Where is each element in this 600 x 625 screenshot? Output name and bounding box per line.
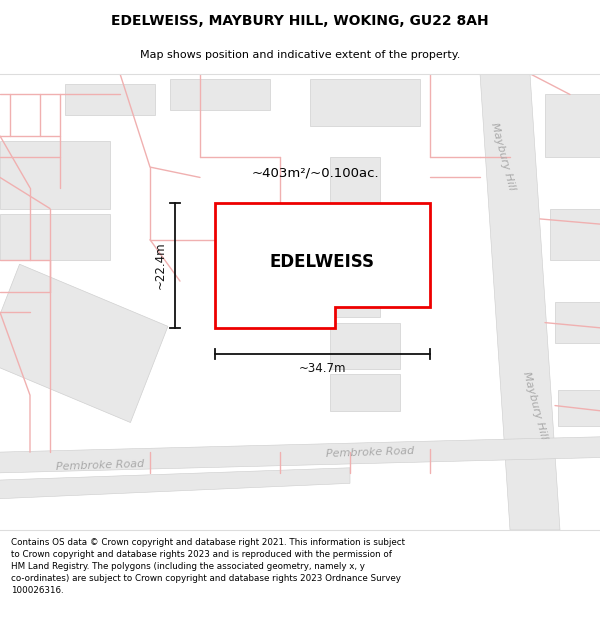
Polygon shape — [0, 468, 350, 499]
Text: ~34.7m: ~34.7m — [299, 362, 346, 375]
Text: Pembroke Road: Pembroke Road — [326, 446, 415, 459]
Polygon shape — [0, 141, 110, 209]
Polygon shape — [480, 74, 560, 530]
Text: Maybury Hill: Maybury Hill — [521, 371, 549, 441]
Text: Map shows position and indicative extent of the property.: Map shows position and indicative extent… — [140, 50, 460, 60]
Polygon shape — [550, 209, 600, 261]
Polygon shape — [330, 374, 400, 411]
Text: EDELWEISS: EDELWEISS — [269, 254, 374, 271]
Polygon shape — [330, 157, 380, 209]
Polygon shape — [215, 203, 430, 328]
Text: ~22.4m: ~22.4m — [154, 242, 167, 289]
Polygon shape — [170, 79, 270, 110]
Polygon shape — [330, 322, 400, 369]
Text: Contains OS data © Crown copyright and database right 2021. This information is : Contains OS data © Crown copyright and d… — [11, 538, 405, 595]
Polygon shape — [0, 214, 110, 261]
Polygon shape — [310, 79, 420, 126]
Text: Pembroke Road: Pembroke Road — [56, 459, 145, 472]
Polygon shape — [545, 94, 600, 157]
Polygon shape — [65, 84, 155, 115]
Polygon shape — [0, 437, 600, 473]
Polygon shape — [330, 281, 380, 318]
Text: Maybury Hill: Maybury Hill — [489, 122, 517, 192]
Polygon shape — [0, 264, 168, 422]
Polygon shape — [558, 390, 600, 426]
Polygon shape — [555, 302, 600, 343]
Text: EDELWEISS, MAYBURY HILL, WOKING, GU22 8AH: EDELWEISS, MAYBURY HILL, WOKING, GU22 8A… — [111, 14, 489, 28]
Text: ~403m²/~0.100ac.: ~403m²/~0.100ac. — [251, 166, 379, 179]
